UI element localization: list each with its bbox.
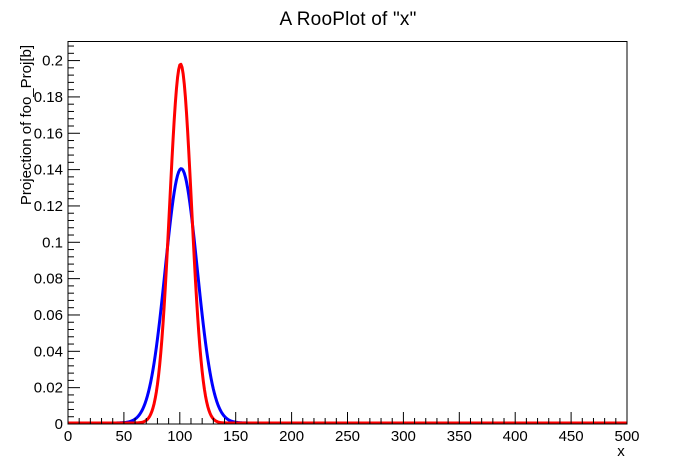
ticks-layer — [67, 45, 628, 425]
y-tick-label: 0 — [55, 416, 63, 433]
plot-frame — [67, 41, 628, 425]
y-tick-label: 0.2 — [42, 53, 63, 70]
x-tick-label: 0 — [64, 428, 72, 445]
y-tick-label: 0.12 — [34, 198, 63, 215]
x-tick-label: 250 — [335, 428, 360, 445]
y-tick-label: 0.18 — [34, 89, 63, 106]
y-tick-label: 0.04 — [34, 343, 63, 360]
blue-curve — [67, 167, 628, 425]
y-tick-label: 0.06 — [34, 307, 63, 324]
tick-labels-layer: 0 50 100 150 200 250 300 350 400 450 500 0 0.02 0.04 0… — [34, 53, 640, 445]
y-tick-label: 0.14 — [34, 162, 63, 179]
y-tick-label: 0.16 — [34, 125, 63, 142]
y-axis-title: Projection of foo_Proj[b] — [18, 45, 35, 205]
x-tick-label: 100 — [167, 428, 192, 445]
x-tick-label: 500 — [614, 428, 639, 445]
x-tick-label: 400 — [503, 428, 528, 445]
x-tick-label: 200 — [279, 428, 304, 445]
x-tick-label: 450 — [559, 428, 584, 445]
x-axis-title: x — [617, 443, 625, 460]
curves-layer — [67, 62, 628, 425]
y-tick-label: 0.08 — [34, 271, 63, 288]
y-tick-label: 0.02 — [34, 380, 63, 397]
x-tick-label: 150 — [223, 428, 248, 445]
x-tick-label: 50 — [116, 428, 133, 445]
plot-title: A RooPlot of "x" — [279, 9, 417, 30]
x-tick-label: 300 — [391, 428, 416, 445]
y-tick-label: 0.1 — [42, 234, 63, 251]
x-tick-label: 350 — [447, 428, 472, 445]
